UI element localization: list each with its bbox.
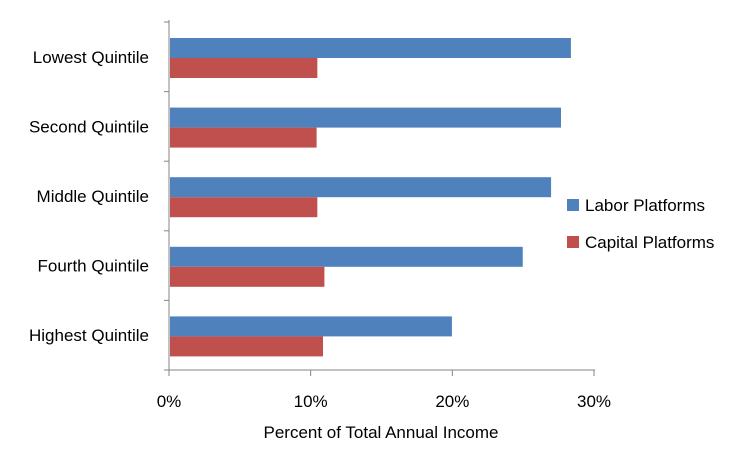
x-tick-label: 10% [294, 392, 328, 411]
legend-label: Labor Platforms [585, 196, 705, 215]
x-axis-label: Percent of Total Annual Income [263, 423, 498, 442]
axes-group: Lowest Quintile Second Quintile Middle Qui… [29, 20, 611, 411]
x-tick-label: 20% [435, 392, 469, 411]
bar-labor-platforms-second-quintile [170, 107, 561, 128]
legend-label: Capital Platforms [585, 233, 714, 252]
y-tick-label: Middle Quintile [37, 187, 149, 206]
x-tick-label: 0% [157, 392, 182, 411]
bar-labor-platforms-fourth-quintile [170, 246, 523, 267]
bar-labor-platforms-middle-quintile [170, 177, 552, 198]
bar-capital-platforms-lowest-quintile [170, 58, 318, 78]
legend-swatch-icon [567, 199, 579, 211]
y-tick-label: Highest Quintile [29, 326, 149, 345]
legend: Labor Platforms Capital Platforms [567, 196, 714, 252]
bars-group [170, 38, 571, 357]
x-tick-label: 30% [577, 392, 611, 411]
y-tick-label: Second Quintile [29, 117, 149, 136]
legend-swatch-icon [567, 236, 579, 248]
bar-capital-platforms-highest-quintile [170, 336, 323, 357]
bar-capital-platforms-middle-quintile [170, 197, 318, 218]
bar-capital-platforms-fourth-quintile [170, 266, 325, 287]
bar-capital-platforms-second-quintile [170, 127, 317, 148]
y-tick-label: Lowest Quintile [33, 48, 149, 67]
y-tick-label: Fourth Quintile [38, 257, 150, 276]
bar-labor-platforms-highest-quintile [170, 316, 452, 337]
bar-labor-platforms-lowest-quintile [170, 38, 571, 58]
